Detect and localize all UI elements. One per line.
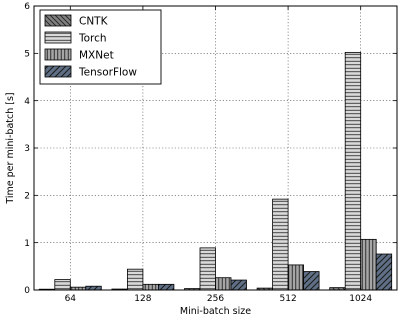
bar-mxnet-1024 xyxy=(360,238,377,291)
bar-tensorflow-128 xyxy=(157,283,175,291)
axis-ticks: 0 1 2 3 4 5 6 64 128 256 512 1024 xyxy=(24,2,397,304)
legend-swatch-tensorflow xyxy=(44,65,72,78)
bar-torch-64 xyxy=(54,279,71,291)
y-tick-label: 3 xyxy=(24,144,30,154)
legend-swatch-torch xyxy=(44,31,72,44)
x-axis-label: Mini-batch size xyxy=(180,306,251,317)
legend-label-tensorflow: TensorFlow xyxy=(78,67,137,79)
bar-torch-256 xyxy=(199,247,216,291)
y-tick-label: 6 xyxy=(24,2,30,12)
y-tick-label: 0 xyxy=(24,286,30,296)
legend-swatch-cntk xyxy=(44,14,72,27)
bar-torch-512 xyxy=(272,198,289,291)
bars xyxy=(38,51,393,291)
x-tick-label: 512 xyxy=(280,294,297,304)
legend-label-torch: Torch xyxy=(78,33,107,45)
bar-mxnet-128 xyxy=(142,283,159,291)
bar-tensorflow-256 xyxy=(230,279,247,291)
bar-tensorflow-512 xyxy=(303,271,320,291)
bar-torch-128 xyxy=(127,268,144,291)
bar-mxnet-512 xyxy=(287,264,305,291)
legend: CNTK Torch MXNet TensorFlow xyxy=(39,9,162,85)
y-tick-label: 2 xyxy=(24,192,30,202)
legend-label-mxnet: MXNet xyxy=(79,50,114,62)
bar-tensorflow-1024 xyxy=(375,253,393,291)
x-tick-label: 1024 xyxy=(349,294,372,304)
legend-label-cntk: CNTK xyxy=(79,16,109,28)
x-tick-label: 256 xyxy=(207,294,224,304)
bar-mxnet-256 xyxy=(215,277,232,291)
bar-torch-1024 xyxy=(344,51,362,291)
bar-tensorflow-64 xyxy=(85,285,102,291)
y-axis-label: Time per mini-batch [s] xyxy=(5,92,16,204)
x-tick-label: 64 xyxy=(65,294,77,304)
y-tick-label: 1 xyxy=(24,239,30,249)
y-tick-label: 5 xyxy=(24,50,30,60)
y-tick-label: 4 xyxy=(24,97,30,107)
legend-swatch-mxnet xyxy=(44,48,72,61)
x-tick-label: 128 xyxy=(134,294,151,304)
